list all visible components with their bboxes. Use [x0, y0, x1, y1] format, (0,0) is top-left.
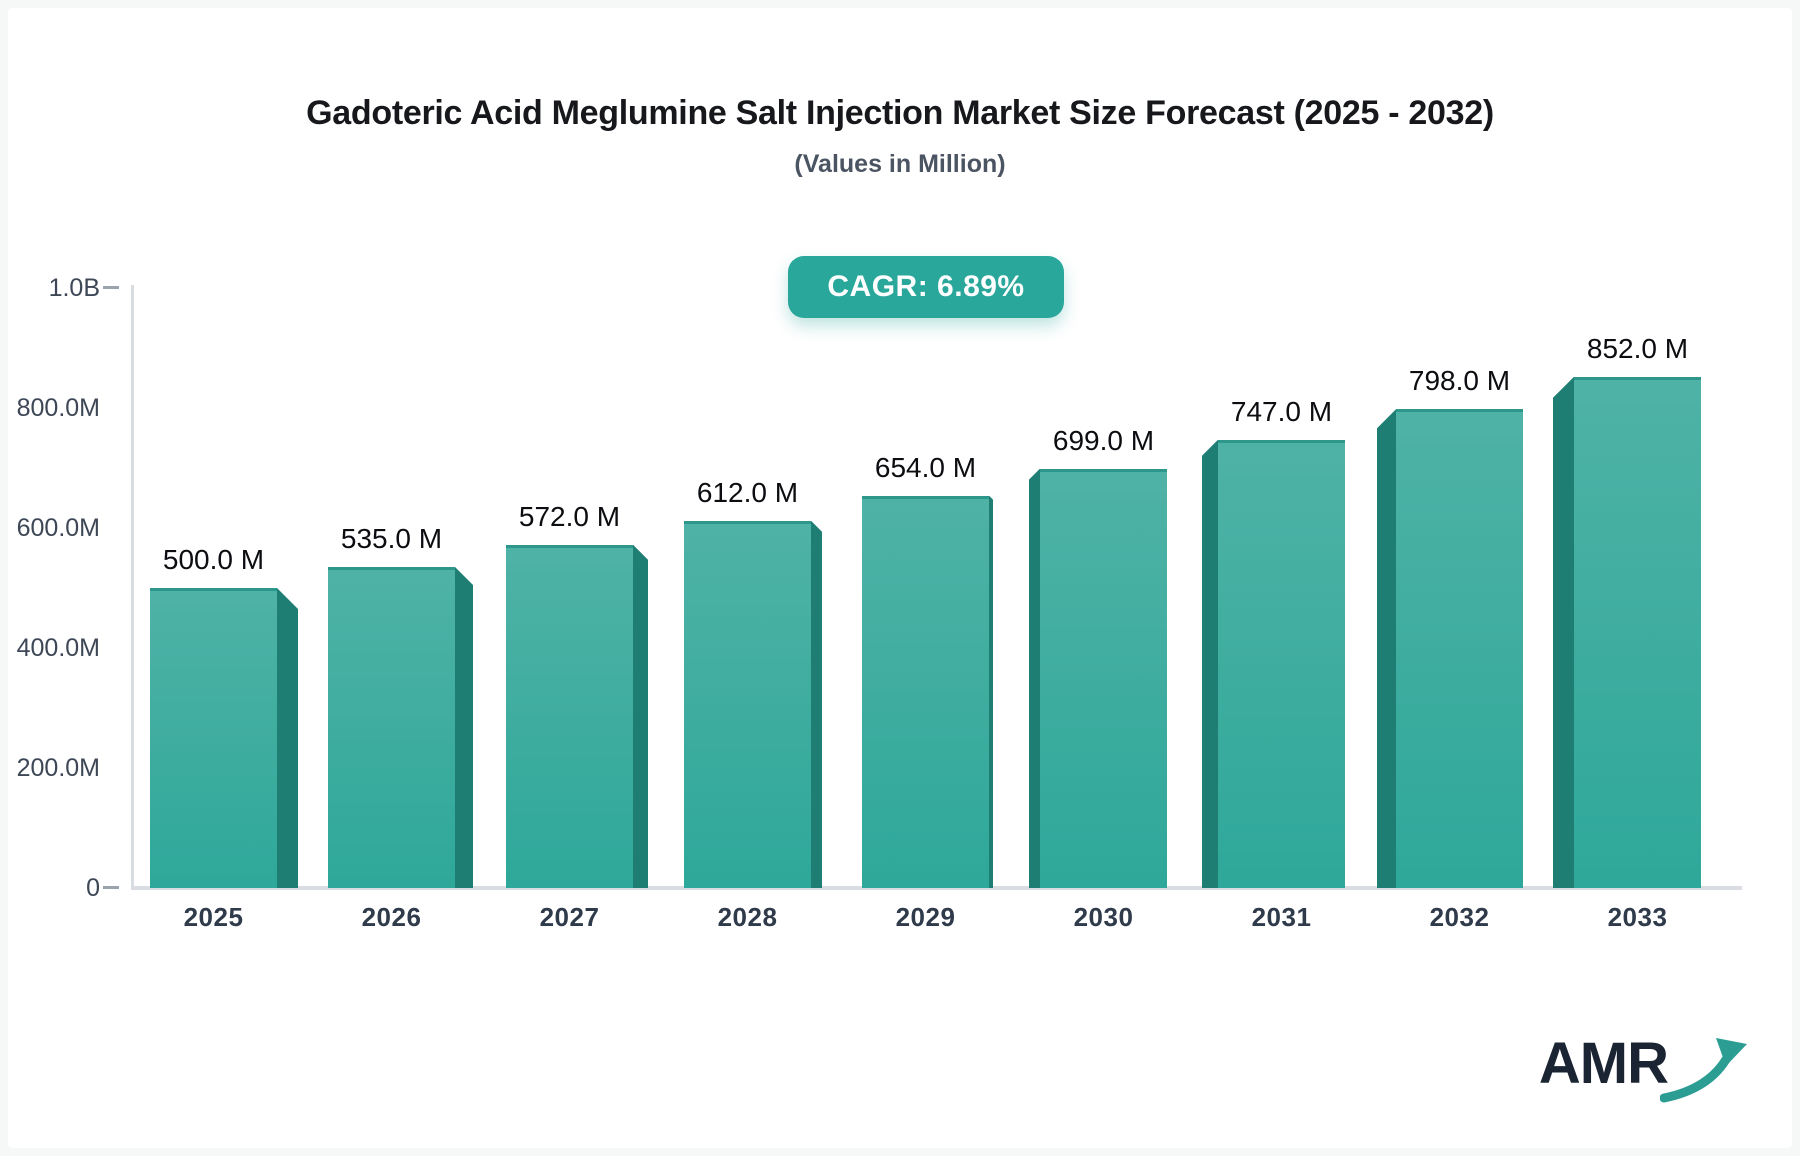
y-tick-label: 200.0M	[16, 754, 100, 782]
bar-2028	[684, 520, 811, 888]
bar-2029	[862, 495, 989, 888]
bar-value-label: 535.0 M	[340, 523, 443, 554]
bar-2027	[506, 544, 633, 888]
y-tick-label: 800.0M	[16, 394, 100, 422]
cagr-badge: CAGR: 6.89%	[788, 256, 1064, 318]
x-tick-label-2033: 2033	[1607, 902, 1668, 932]
x-axis-line	[131, 886, 1742, 890]
bar-value-label: 654.0 M	[874, 451, 977, 483]
x-tick-label-2026: 2026	[361, 902, 422, 932]
x-tick-label-2031: 2031	[1251, 902, 1312, 932]
bar-value-label: 798.0 M	[1408, 365, 1511, 397]
bar-2026	[328, 567, 455, 888]
bar-2025	[150, 588, 277, 888]
bar-side-2027	[633, 544, 648, 888]
chart-subtitle: (Values in Million)	[794, 150, 1006, 178]
y-tick-label: 1.0B	[48, 274, 100, 302]
chart-title: Gadoteric Acid Meglumine Salt Injection …	[306, 94, 1494, 132]
bar-value-label: 699.0 M	[1052, 424, 1155, 456]
y-tick-label: 400.0M	[16, 634, 100, 662]
bar-side-2030	[1029, 468, 1040, 888]
bar-side-2031	[1202, 439, 1218, 888]
amr-logo: AMR	[1539, 1028, 1748, 1106]
y-axis-line	[131, 285, 134, 888]
bar-2030	[1040, 468, 1167, 888]
y-tick-label: 0	[86, 874, 100, 902]
bar-side-2026	[455, 567, 473, 888]
x-tick-label-2030: 2030	[1073, 902, 1134, 932]
y-tick-label: 600.0M	[16, 514, 100, 542]
amr-logo-text: AMR	[1538, 1031, 1669, 1096]
x-tick-label-2032: 2032	[1429, 902, 1490, 932]
bar-side-2032	[1377, 409, 1396, 888]
bar-value-label: 500.0 M	[162, 544, 265, 575]
bar-value-label: 572.0 M	[518, 500, 621, 532]
x-tick-label-2027: 2027	[539, 902, 600, 932]
y-tick-mark	[103, 286, 119, 289]
growth-arrow-icon	[1660, 1038, 1747, 1103]
bar-2031	[1218, 439, 1345, 888]
x-tick-label-2029: 2029	[895, 902, 956, 932]
bar-side-2025	[277, 588, 298, 888]
bar-value-label: 747.0 M	[1230, 395, 1333, 427]
bar-2032	[1396, 409, 1523, 888]
bar-side-2028	[811, 520, 822, 888]
bar-side-2033	[1553, 376, 1574, 888]
x-tick-label-2025: 2025	[183, 902, 244, 932]
bar-2033	[1574, 376, 1701, 888]
x-tick-label-2028: 2028	[717, 902, 778, 932]
bar-value-label: 852.0 M	[1586, 332, 1689, 364]
cagr-badge-label: CAGR: 6.89%	[827, 270, 1025, 303]
bar-value-label: 612.0 M	[696, 476, 799, 508]
bar-side-2029	[989, 495, 993, 888]
y-tick-mark	[103, 886, 119, 889]
